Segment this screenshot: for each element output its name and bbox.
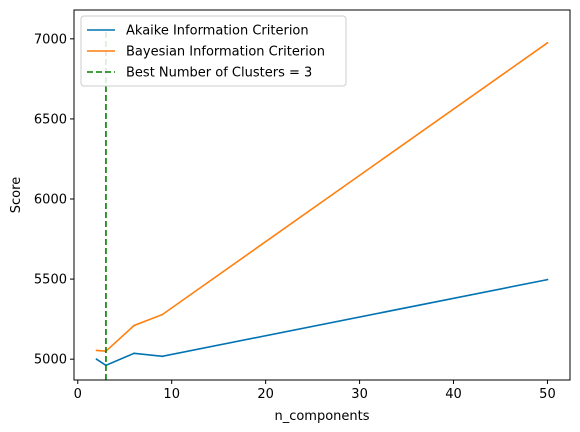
x-axis-ticks: 0 10 20 30 40 50 bbox=[74, 380, 556, 402]
x-tick-label-2: 20 bbox=[257, 387, 274, 402]
x-tick-label-1: 10 bbox=[163, 387, 180, 402]
plot-frame bbox=[73, 9, 571, 381]
data-point-1-3 bbox=[161, 313, 164, 316]
data-point-1-2 bbox=[133, 324, 136, 327]
data-point-0-4 bbox=[546, 278, 549, 281]
y-axis-ticks: 5000 5500 6000 6500 7000 bbox=[34, 32, 74, 368]
x-axis-label: n_components bbox=[274, 409, 369, 424]
legend: Akaike Information Criterion Bayesian Inf… bbox=[80, 15, 347, 87]
y-axis-label: Score bbox=[9, 177, 24, 213]
data-point-1-4 bbox=[546, 41, 549, 44]
x-tick-label-5: 50 bbox=[539, 387, 556, 402]
legend-label-1: Bayesian Information Criterion bbox=[126, 45, 325, 60]
y-tick-label-3: 6500 bbox=[34, 112, 67, 127]
x-tick-label-3: 30 bbox=[351, 387, 368, 402]
y-tick-label-1: 5500 bbox=[34, 273, 67, 288]
legend-label-0: Akaike Information Criterion bbox=[126, 24, 309, 39]
series-layer bbox=[95, 41, 549, 367]
y-tick-label-2: 6000 bbox=[34, 193, 67, 208]
y-tick-label-4: 7000 bbox=[34, 32, 67, 47]
data-point-1-0 bbox=[95, 349, 98, 352]
data-point-0-0 bbox=[95, 358, 98, 361]
data-point-0-2 bbox=[133, 352, 136, 355]
x-tick-label-0: 0 bbox=[74, 387, 82, 402]
y-tick-label-0: 5000 bbox=[34, 353, 67, 368]
legend-box bbox=[80, 15, 347, 87]
legend-label-2: Best Number of Clusters = 3 bbox=[126, 66, 312, 81]
data-point-0-3 bbox=[161, 355, 164, 358]
x-tick-label-4: 40 bbox=[445, 387, 462, 402]
